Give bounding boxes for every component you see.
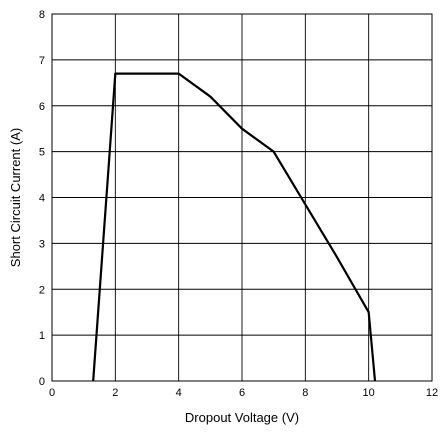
- y-axis-title: Short Circuit Current (A): [8, 128, 23, 267]
- y-tick-label: 0: [39, 376, 45, 388]
- x-tick-label: 2: [112, 387, 118, 399]
- y-tick-label: 3: [39, 238, 45, 250]
- x-tick-label: 8: [302, 387, 308, 399]
- y-tick-label: 7: [39, 55, 45, 67]
- x-tick-label: 4: [176, 387, 182, 399]
- y-tick-label: 1: [39, 330, 45, 342]
- x-tick-label: 10: [363, 387, 375, 399]
- series-layer: [92, 72, 377, 381]
- y-tick-label: 5: [39, 147, 45, 159]
- x-tick-label: 0: [49, 387, 55, 399]
- y-axis-ticks: 0 1 2 3 4 5 6 7 8: [39, 9, 45, 388]
- y-tick-label: 6: [39, 101, 45, 113]
- x-tick-label: 6: [239, 387, 245, 399]
- plot-frame: [51, 13, 433, 382]
- y-tick-label: 4: [39, 193, 45, 205]
- x-axis-ticks: 0 2 4 6 8 10 12: [49, 387, 438, 399]
- x-axis-title: Dropout Voltage (V): [185, 410, 299, 425]
- x-tick-label: 12: [426, 387, 438, 399]
- y-tick-label: 8: [39, 9, 45, 21]
- y-tick-label: 2: [39, 284, 45, 296]
- grid-lines: [52, 14, 432, 381]
- series-line: [92, 72, 377, 381]
